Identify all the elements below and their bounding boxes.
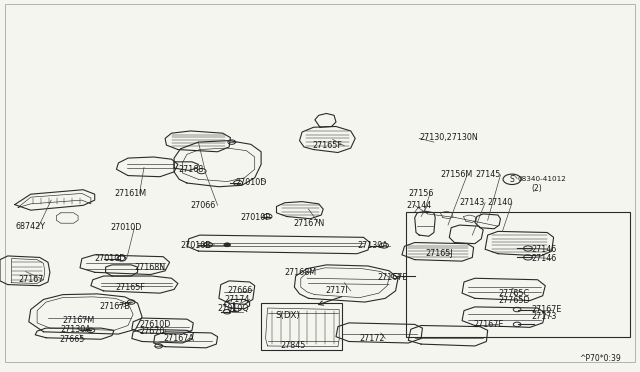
Text: 68742Y: 68742Y xyxy=(16,222,46,231)
Text: 27010D: 27010D xyxy=(110,223,141,232)
Text: 27161M: 27161M xyxy=(114,189,146,198)
Text: 27165J: 27165J xyxy=(425,249,452,258)
Text: 27167E: 27167E xyxy=(531,305,561,314)
Text: 27143: 27143 xyxy=(460,198,484,207)
Text: 27167E: 27167E xyxy=(474,320,504,329)
Text: 27167N: 27167N xyxy=(293,219,324,228)
Text: 27010D: 27010D xyxy=(95,254,126,263)
Text: 27168M: 27168M xyxy=(285,268,317,277)
Text: 27168N: 27168N xyxy=(134,263,166,272)
Text: 27666: 27666 xyxy=(227,286,252,295)
Text: 27167M: 27167M xyxy=(63,316,95,325)
Text: 27146: 27146 xyxy=(531,254,556,263)
Text: S: S xyxy=(509,175,515,184)
Bar xyxy=(261,303,342,350)
Text: 27010P: 27010P xyxy=(240,213,270,222)
Text: 27167: 27167 xyxy=(18,275,44,284)
Text: 27156: 27156 xyxy=(408,189,434,198)
Text: 27765C: 27765C xyxy=(498,289,529,298)
Text: 27845: 27845 xyxy=(280,341,306,350)
Text: 27130A: 27130A xyxy=(357,241,388,250)
Text: 27156M: 27156M xyxy=(440,170,472,179)
Text: 27172: 27172 xyxy=(360,334,385,343)
Bar xyxy=(406,212,630,337)
Text: 27010Q: 27010Q xyxy=(218,304,249,313)
Text: 27670: 27670 xyxy=(140,327,165,336)
Text: 27066: 27066 xyxy=(191,201,216,210)
Text: ^P70*0:39: ^P70*0:39 xyxy=(579,355,621,363)
Text: 27146: 27146 xyxy=(531,245,556,254)
Text: 27010D: 27010D xyxy=(236,178,267,187)
Circle shape xyxy=(224,243,230,247)
Text: 27165F: 27165F xyxy=(312,141,342,150)
Text: 27174: 27174 xyxy=(224,295,250,304)
Text: 27165F: 27165F xyxy=(115,283,145,292)
Text: 27130A: 27130A xyxy=(61,325,92,334)
Text: 27130,27130N: 27130,27130N xyxy=(419,133,478,142)
Text: 27168: 27168 xyxy=(178,165,203,174)
Text: 27765D: 27765D xyxy=(498,296,529,305)
Text: 27173: 27173 xyxy=(531,312,557,321)
Text: (2): (2) xyxy=(531,185,542,193)
Text: 27167A: 27167A xyxy=(163,334,194,343)
Text: 27144: 27144 xyxy=(406,201,431,210)
Text: 27167E: 27167E xyxy=(378,273,408,282)
Text: 08340-41012: 08340-41012 xyxy=(517,176,566,182)
Text: 27167B: 27167B xyxy=(99,302,130,311)
Text: S(DX): S(DX) xyxy=(275,311,300,320)
Text: 27665: 27665 xyxy=(59,335,84,344)
Text: 27010B: 27010B xyxy=(180,241,211,250)
Text: 27145: 27145 xyxy=(475,170,500,179)
Text: 27140: 27140 xyxy=(488,198,513,207)
Text: 27610D: 27610D xyxy=(140,320,171,329)
Text: 2717I: 2717I xyxy=(325,286,348,295)
